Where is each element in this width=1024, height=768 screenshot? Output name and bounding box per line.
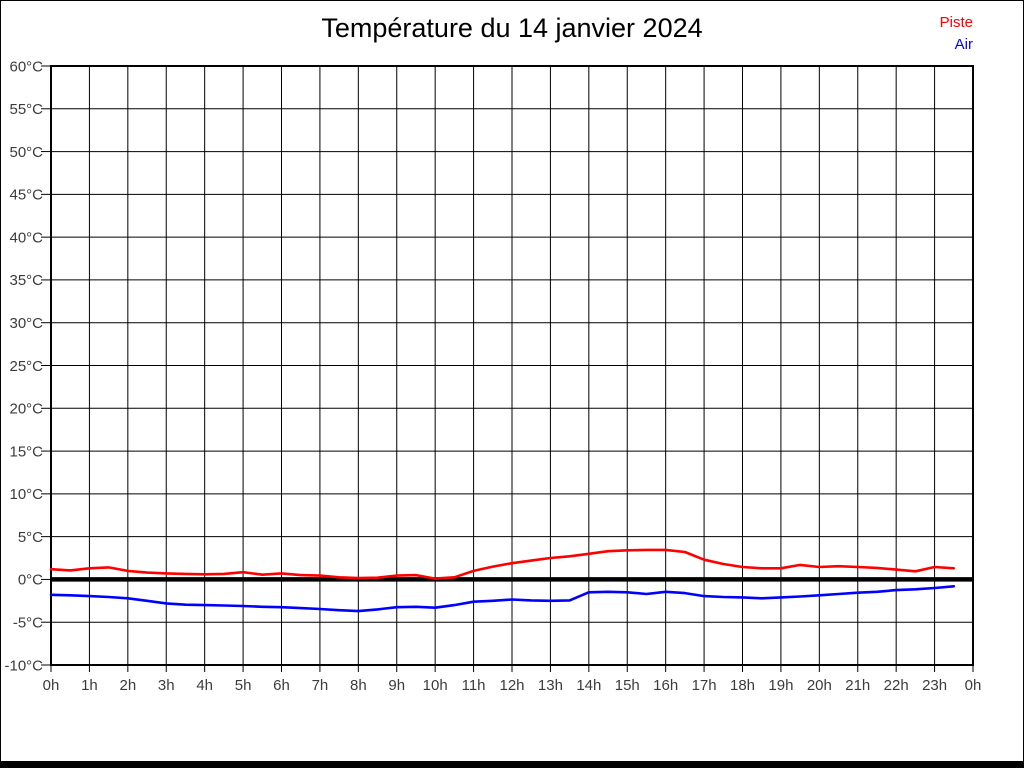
y-tick-label: -10°C bbox=[4, 657, 43, 674]
x-tick-label: 1h bbox=[81, 677, 98, 694]
x-tick-label: 17h bbox=[692, 677, 717, 694]
plot-border bbox=[50, 65, 974, 666]
x-tick-label: 0h bbox=[965, 677, 982, 694]
x-tick-label: 7h bbox=[312, 677, 329, 694]
y-tick-label: 55°C bbox=[9, 101, 43, 118]
series-line-piste bbox=[49, 548, 956, 580]
y-tick-label: 15°C bbox=[9, 443, 43, 460]
x-tick-label: 13h bbox=[538, 677, 563, 694]
x-tick-label: 11h bbox=[462, 677, 486, 694]
bottom-black-bar bbox=[0, 761, 1024, 768]
legend-item-air: Air bbox=[954, 36, 973, 53]
x-tick-label: 23h bbox=[922, 677, 947, 694]
y-tick-label: 40°C bbox=[9, 229, 43, 246]
y-tick-label: 50°C bbox=[9, 144, 43, 161]
y-tick-label: 60°C bbox=[9, 58, 43, 75]
x-tick-label: 6h bbox=[273, 677, 290, 694]
x-tick-label: 8h bbox=[350, 677, 367, 694]
x-tick-label: 2h bbox=[119, 677, 136, 694]
legend-item-piste: Piste bbox=[939, 14, 973, 31]
x-tick-label: 22h bbox=[884, 677, 909, 694]
y-tick-label: 0°C bbox=[18, 572, 43, 589]
y-tick-label: 10°C bbox=[9, 486, 43, 503]
x-tick-label: 21h bbox=[845, 677, 870, 694]
x-tick-label: 18h bbox=[730, 677, 755, 694]
x-tick-label: 15h bbox=[615, 677, 640, 694]
y-tick-label: 5°C bbox=[18, 529, 43, 546]
x-tick-label: 14h bbox=[576, 677, 601, 694]
y-tick-label: 35°C bbox=[9, 272, 43, 289]
x-tick-label: 3h bbox=[158, 677, 175, 694]
x-tick-label: 20h bbox=[807, 677, 832, 694]
y-tick-label: 25°C bbox=[9, 358, 43, 375]
x-tick-label: 9h bbox=[388, 677, 405, 694]
x-tick-label: 4h bbox=[196, 677, 213, 694]
chart-title: Température du 14 janvier 2024 bbox=[321, 13, 703, 43]
x-tick-label: 12h bbox=[499, 677, 524, 694]
y-tick-label: 30°C bbox=[9, 315, 43, 332]
y-tick-label: 45°C bbox=[9, 187, 43, 204]
x-tick-label: 10h bbox=[423, 677, 448, 694]
x-tick-label: 0h bbox=[43, 677, 60, 694]
y-tick-label: 20°C bbox=[9, 401, 43, 418]
legend: Piste Air bbox=[940, 12, 973, 56]
x-tick-label: 19h bbox=[768, 677, 793, 694]
y-tick-label: -5°C bbox=[13, 614, 43, 631]
series-line-air bbox=[49, 584, 956, 613]
x-tick-label: 16h bbox=[653, 677, 678, 694]
x-tick-label: 5h bbox=[235, 677, 252, 694]
